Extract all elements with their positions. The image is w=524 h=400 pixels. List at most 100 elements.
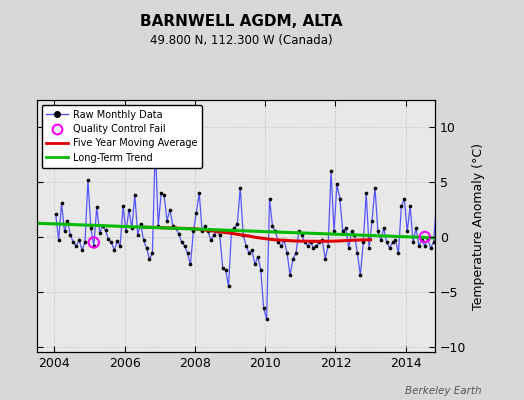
Point (110, 247, 118, 253)
Point (245, 250, 253, 256)
Point (143, 245, 151, 251)
Point (69, 239, 78, 246)
Point (224, 283, 233, 290)
Point (116, 242, 124, 249)
Point (236, 184, 245, 191)
Point (192, 210, 201, 216)
Point (180, 242, 189, 249)
Point (139, 237, 148, 244)
Point (99, 223, 107, 229)
Point (125, 206, 133, 213)
Point (157, 190, 166, 196)
Text: 49.800 N, 112.300 W (Canada): 49.800 N, 112.300 W (Canada) (150, 34, 332, 47)
Point (321, 256, 330, 262)
Point (388, 239, 397, 246)
Point (90, 239, 98, 246)
Point (195, 190, 203, 196)
Point (268, 223, 277, 229)
Point (300, 239, 309, 246)
Text: Berkeley Earth: Berkeley Earth (406, 386, 482, 396)
Point (336, 196, 344, 202)
Point (309, 245, 318, 251)
Point (283, 250, 291, 256)
Point (230, 225, 238, 231)
Point (327, 168, 335, 174)
Point (174, 230, 183, 237)
Point (377, 237, 385, 244)
Point (151, 141, 159, 147)
Point (122, 228, 130, 235)
Point (429, 239, 438, 246)
Legend: Raw Monthly Data, Quality Control Fail, Five Year Moving Average, Long-Term Tren: Raw Monthly Data, Quality Control Fail, … (41, 105, 202, 168)
Point (294, 228, 303, 235)
Point (60, 228, 69, 235)
Point (219, 264, 227, 271)
Point (271, 228, 280, 235)
Point (215, 232, 224, 238)
Point (233, 221, 242, 227)
Point (213, 228, 221, 235)
Point (303, 242, 312, 249)
Point (186, 261, 194, 268)
Point (104, 236, 113, 242)
Point (359, 239, 367, 246)
Point (169, 223, 177, 229)
Point (292, 250, 300, 256)
Point (333, 181, 341, 188)
Point (254, 254, 262, 260)
Point (353, 250, 362, 256)
Point (78, 247, 86, 253)
Point (280, 237, 288, 244)
Point (201, 223, 209, 229)
Point (307, 239, 315, 246)
Point (368, 217, 376, 224)
Point (383, 239, 391, 246)
Point (90, 242, 98, 249)
Point (250, 261, 259, 268)
Point (63, 217, 72, 224)
Point (163, 217, 171, 224)
Point (222, 267, 230, 273)
Point (386, 245, 394, 251)
Point (189, 228, 198, 235)
Point (371, 184, 379, 191)
Point (365, 245, 373, 251)
Point (113, 238, 122, 244)
Point (171, 225, 180, 231)
Point (379, 225, 388, 231)
Point (274, 239, 282, 246)
Point (374, 228, 382, 235)
Point (421, 234, 429, 240)
Point (356, 272, 365, 278)
Point (136, 221, 145, 227)
Point (86, 225, 95, 231)
Point (324, 242, 332, 249)
Point (397, 203, 406, 210)
Text: BARNWELL AGDM, ALTA: BARNWELL AGDM, ALTA (140, 14, 342, 29)
Point (421, 242, 429, 249)
Point (75, 237, 83, 244)
Point (406, 203, 414, 210)
Point (409, 239, 417, 246)
Point (204, 228, 212, 235)
Point (148, 250, 157, 256)
Point (84, 177, 92, 183)
Point (257, 267, 265, 273)
Point (166, 206, 174, 213)
Point (160, 192, 168, 198)
Point (107, 239, 116, 246)
Point (101, 227, 110, 234)
Point (391, 237, 400, 244)
Point (400, 196, 409, 202)
Point (289, 256, 297, 262)
Point (134, 232, 142, 238)
Point (414, 242, 423, 249)
Y-axis label: Temperature Anomaly (°C): Temperature Anomaly (°C) (472, 142, 485, 310)
Point (178, 239, 186, 246)
Point (423, 236, 432, 242)
Point (145, 256, 154, 262)
Point (93, 204, 101, 210)
Point (263, 316, 271, 322)
Point (286, 272, 294, 278)
Point (330, 228, 338, 235)
